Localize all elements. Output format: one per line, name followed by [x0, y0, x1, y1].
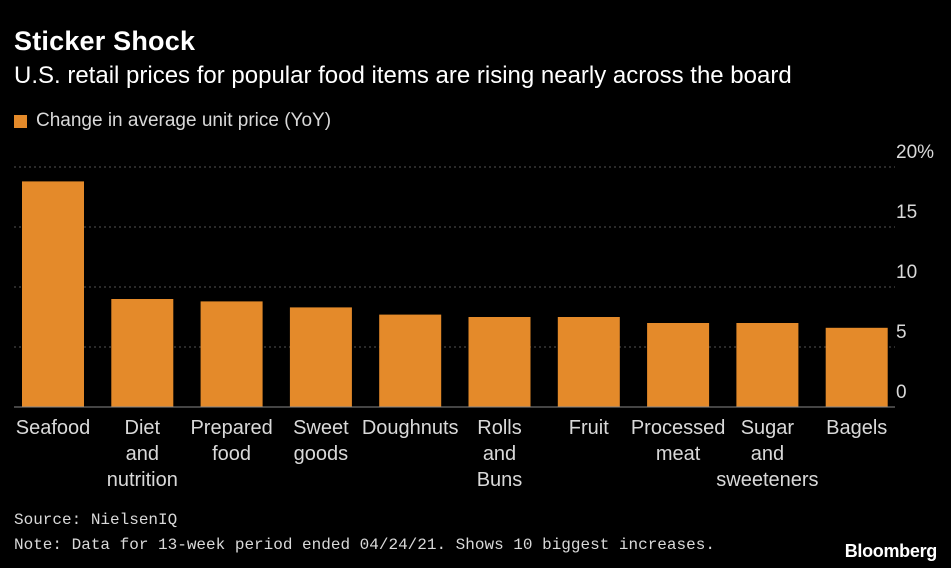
bar [736, 323, 799, 407]
legend-label: Change in average unit price (YoY) [36, 110, 332, 131]
chart-subtitle: U.S. retail prices for popular food item… [14, 62, 792, 89]
x-category-label: Doughnuts [362, 417, 459, 439]
x-category-label: Processed meat [631, 417, 726, 465]
source-text: Source: NielsenIQ [14, 511, 178, 529]
bar [468, 317, 531, 407]
x-category-label: Fruit [569, 417, 609, 439]
x-category-label: Rolls and Buns [477, 417, 523, 491]
bar [647, 323, 710, 407]
x-category-label: Diet and nutrition [107, 417, 178, 491]
bloomberg-logo: Bloomberg [844, 541, 938, 561]
chart-title: Sticker Shock [14, 26, 196, 56]
note-text: Note: Data for 13-week period ended 04/2… [14, 536, 715, 554]
x-category-label: Bagels [826, 417, 887, 439]
y-tick-label: 15 [896, 202, 917, 223]
legend-swatch [14, 114, 27, 128]
y-tick-label: 10 [896, 262, 917, 283]
x-category-label: Seafood [16, 417, 91, 439]
x-category-label: Prepared food [190, 417, 272, 465]
bar [379, 314, 442, 407]
bar [22, 181, 84, 407]
x-category-label: Sugar and sweeteners [716, 417, 818, 491]
x-category-label: Sweet goods [293, 417, 349, 465]
y-tick-label: 20% [896, 142, 934, 163]
bar [111, 299, 174, 407]
bar [289, 307, 352, 407]
legend: Change in average unit price (YoY) [14, 110, 331, 132]
bar [200, 301, 263, 407]
y-tick-label: 0 [896, 382, 907, 403]
y-tick-label: 5 [896, 322, 907, 343]
bar [825, 327, 888, 407]
bar [557, 317, 620, 407]
